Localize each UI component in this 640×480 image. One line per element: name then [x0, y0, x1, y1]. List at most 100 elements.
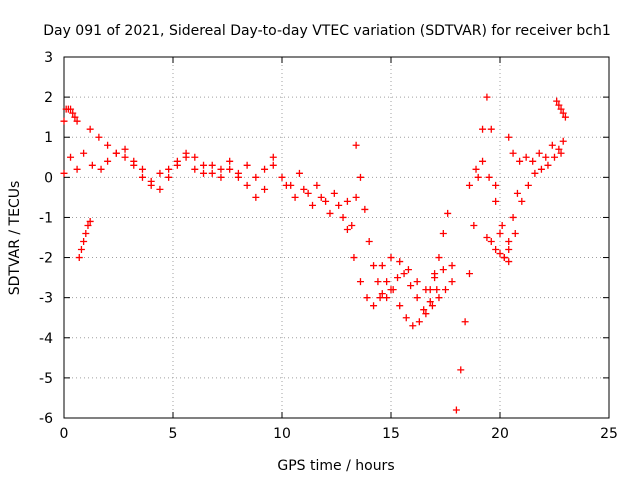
data-point [483, 93, 491, 101]
data-point [509, 149, 517, 157]
data-point [472, 165, 480, 173]
data-point [80, 149, 88, 157]
data-point [200, 169, 208, 177]
data-point [278, 173, 286, 181]
data-point [138, 173, 146, 181]
data-point [121, 153, 129, 161]
data-point [363, 294, 371, 302]
data-point [428, 302, 436, 310]
y-tick-label: -5 [39, 371, 53, 387]
data-point [269, 161, 277, 169]
data-point [485, 173, 493, 181]
data-point [442, 286, 449, 294]
data-point [343, 225, 351, 233]
data-point [559, 137, 567, 145]
data-point [335, 201, 343, 209]
data-point [479, 125, 487, 133]
data-point [365, 238, 373, 246]
data-point [69, 109, 77, 117]
data-point [165, 165, 173, 173]
grid-lines [64, 57, 609, 418]
data-point [518, 197, 526, 205]
data-point [234, 173, 242, 181]
series-arc-k [452, 93, 521, 414]
data-point [60, 117, 68, 125]
data-point [413, 278, 421, 286]
data-point [531, 169, 539, 177]
data-point [356, 173, 364, 181]
data-point [370, 302, 378, 310]
data-point [544, 161, 552, 169]
data-point [439, 266, 447, 274]
data-point [200, 161, 208, 169]
data-point [470, 221, 478, 229]
y-tick-label: -4 [39, 331, 53, 347]
data-point [282, 181, 290, 189]
series-arc-h [352, 141, 441, 314]
series-arc-j [426, 209, 452, 294]
data-point [326, 209, 334, 217]
x-tick-label: 0 [60, 426, 69, 442]
data-point [448, 262, 456, 270]
data-point [84, 221, 92, 229]
x-tick-label: 15 [382, 426, 400, 442]
data-point [551, 153, 558, 161]
data-point [487, 238, 495, 246]
data-point [156, 169, 164, 177]
data-point [465, 270, 473, 278]
data-point [182, 149, 190, 157]
data-point [542, 153, 550, 161]
data-point [444, 209, 452, 217]
y-tick-label: -2 [39, 251, 53, 267]
data-point [77, 246, 85, 254]
data-point [553, 97, 561, 105]
data-point [387, 254, 395, 262]
series-arc-d [86, 125, 269, 201]
data-point [409, 322, 417, 330]
data-point [413, 294, 421, 302]
data-point [97, 165, 105, 173]
y-axis-label: SDTVAR / TECUs [7, 181, 23, 296]
y-tick-label: -1 [39, 210, 53, 226]
plot-frame [63, 56, 610, 419]
data-point [112, 149, 120, 157]
data-point [457, 366, 465, 374]
series-arc-g [343, 225, 456, 330]
x-tick-label: 5 [169, 426, 178, 442]
data-point [304, 189, 312, 197]
y-tick-label: 3 [44, 50, 53, 66]
data-point [361, 205, 369, 213]
data-point [317, 193, 325, 201]
data-point [67, 105, 75, 113]
x-axis-label: GPS time / hours [277, 458, 394, 474]
data-point [378, 290, 386, 298]
data-point [474, 173, 482, 181]
data-point [426, 286, 434, 294]
data-point [226, 165, 234, 173]
data-point [376, 294, 384, 302]
series-arc-c [75, 217, 94, 262]
data-point [557, 105, 565, 113]
data-point [461, 318, 469, 326]
data-point [516, 157, 524, 165]
data-point [82, 229, 90, 237]
data-point [496, 250, 504, 258]
y-tick-label: 2 [44, 90, 53, 106]
data-point [252, 193, 260, 201]
data-point [496, 229, 504, 237]
data-points [60, 93, 569, 414]
data-point [75, 254, 83, 262]
data-point [439, 229, 447, 237]
y-tick-label: 0 [44, 170, 53, 186]
data-point [505, 238, 513, 246]
series-arc-m [483, 234, 513, 266]
data-point [435, 294, 443, 302]
data-point [555, 145, 563, 153]
data-point [402, 314, 410, 322]
data-point [86, 125, 94, 133]
data-point [356, 278, 364, 286]
data-point [559, 109, 567, 117]
y-tick-label: -6 [39, 411, 53, 427]
data-point [487, 125, 495, 133]
